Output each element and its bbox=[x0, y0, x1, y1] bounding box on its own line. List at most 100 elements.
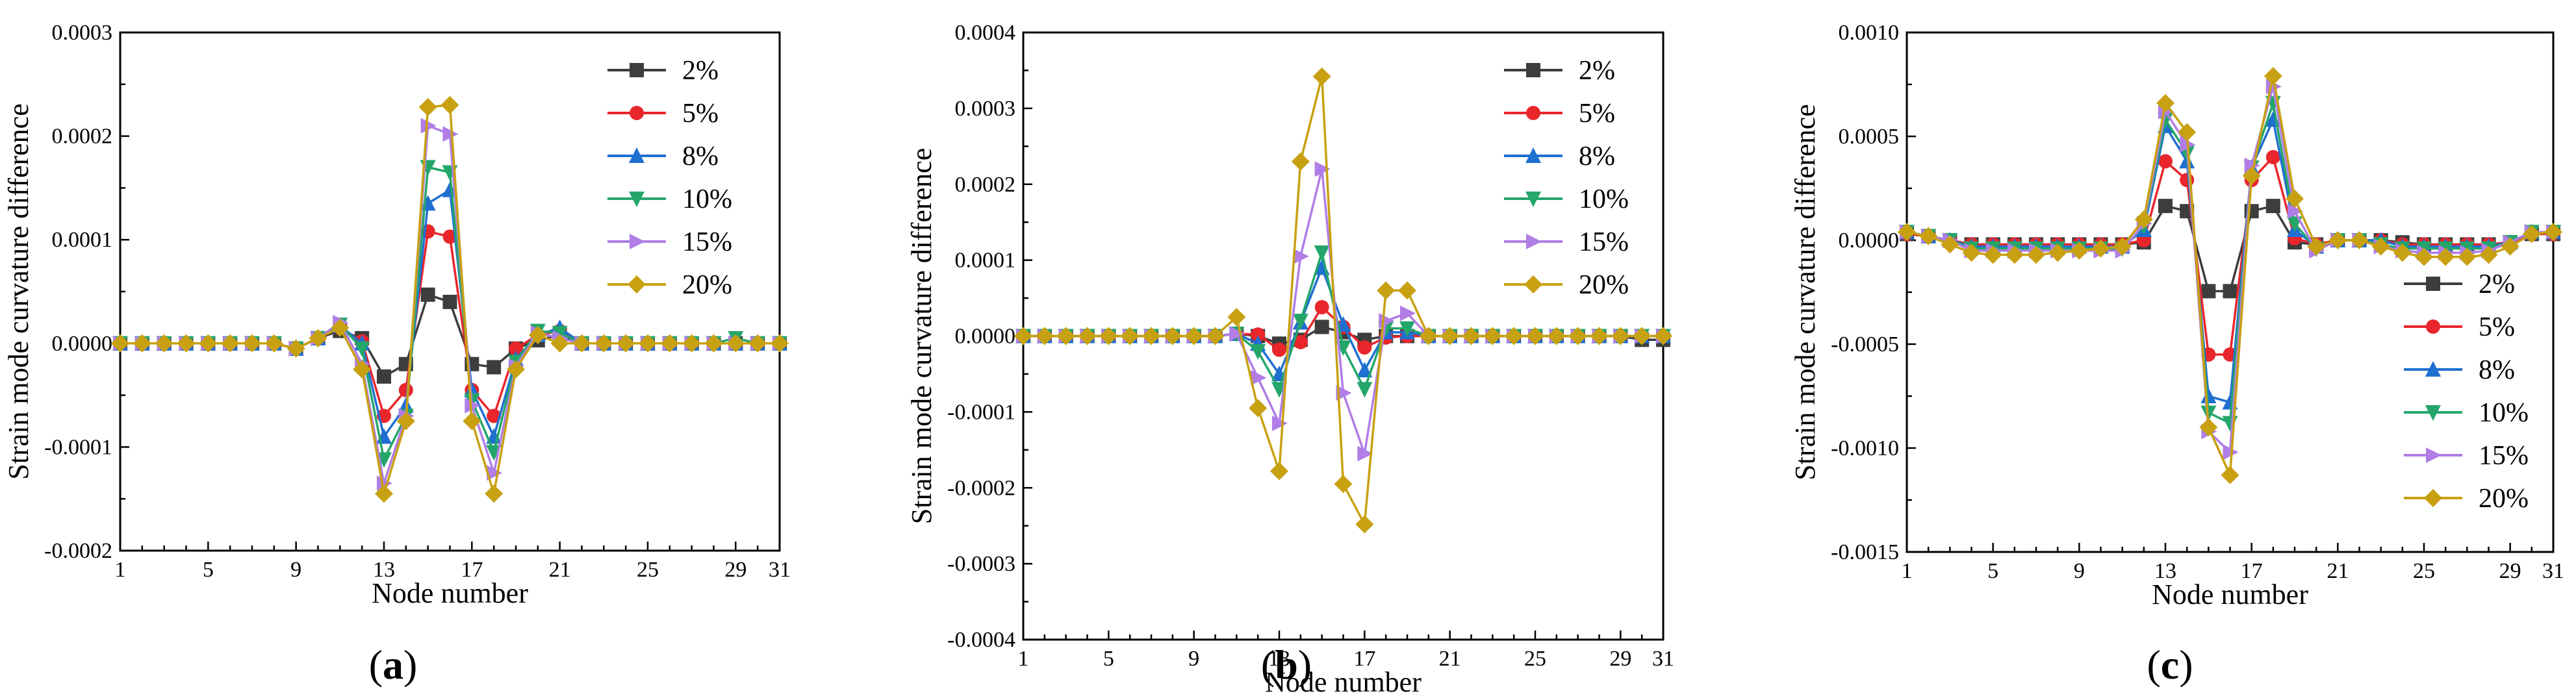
data-point bbox=[1250, 344, 1266, 360]
legend-label: 10% bbox=[1579, 184, 1629, 214]
y-tick-label: -0.0001 bbox=[44, 435, 112, 459]
data-point bbox=[1962, 244, 1981, 262]
x-tick-label: 25 bbox=[637, 558, 659, 582]
x-tick-label: 13 bbox=[1268, 647, 1290, 671]
data-point bbox=[2201, 284, 2216, 299]
data-point bbox=[442, 126, 459, 142]
data-point bbox=[1206, 327, 1225, 345]
series-line bbox=[120, 166, 780, 461]
legend-marker bbox=[2426, 319, 2440, 334]
data-point bbox=[1547, 327, 1566, 345]
data-point bbox=[1462, 327, 1481, 345]
legend-label: 15% bbox=[2479, 441, 2529, 471]
data-point bbox=[2134, 210, 2153, 229]
x-tick-label: 29 bbox=[2499, 559, 2521, 583]
x-tick-label: 31 bbox=[1652, 647, 1674, 671]
series-15pct bbox=[1016, 161, 1672, 462]
y-tick-label: 0.0002 bbox=[955, 173, 1016, 197]
data-point bbox=[420, 287, 435, 302]
y-tick-label: -0.0004 bbox=[947, 628, 1015, 652]
data-point bbox=[2264, 67, 2282, 86]
data-point bbox=[1142, 327, 1160, 345]
data-point bbox=[420, 118, 437, 134]
y-tick-label: 0.0001 bbox=[955, 249, 1016, 273]
data-point bbox=[1377, 281, 1396, 300]
y-axis-label: Strain mode curvature difference bbox=[3, 103, 34, 479]
series-8pct bbox=[1015, 259, 1671, 381]
data-point bbox=[440, 95, 459, 114]
legend-marker bbox=[1524, 275, 1542, 294]
data-point bbox=[354, 341, 370, 357]
data-point bbox=[1919, 227, 1938, 245]
series-line bbox=[120, 188, 780, 438]
data-point bbox=[507, 360, 525, 379]
data-point bbox=[2113, 237, 2132, 256]
data-point bbox=[133, 334, 151, 353]
data-point bbox=[243, 334, 261, 353]
x-tick-label: 29 bbox=[724, 558, 746, 582]
data-point bbox=[1483, 327, 1502, 345]
y-tick-label: -0.0001 bbox=[947, 400, 1015, 424]
data-point bbox=[221, 334, 240, 353]
legend-marker bbox=[2426, 277, 2440, 291]
series-10pct bbox=[1899, 95, 2561, 432]
data-point bbox=[2307, 237, 2326, 256]
y-tick-label: 0.0002 bbox=[52, 125, 113, 149]
y-tick-label: -0.0003 bbox=[947, 552, 1015, 576]
legend-label: 10% bbox=[2479, 398, 2529, 428]
legend-marker bbox=[2424, 489, 2442, 507]
series-20pct bbox=[111, 95, 789, 503]
legend-label: 8% bbox=[1579, 142, 1615, 171]
legend: 2% 5% 8% 10% 15% 20% bbox=[2404, 269, 2529, 514]
data-point bbox=[2091, 239, 2110, 258]
data-point bbox=[2458, 247, 2477, 266]
data-point bbox=[1272, 415, 1288, 431]
data-point bbox=[1314, 300, 1329, 315]
data-point bbox=[442, 229, 457, 244]
data-point bbox=[1163, 327, 1182, 345]
legend-marker bbox=[1526, 63, 1540, 77]
data-point bbox=[487, 408, 502, 423]
y-tick-label: -0.0005 bbox=[1831, 332, 1899, 356]
data-point bbox=[2265, 199, 2280, 214]
data-point bbox=[1314, 319, 1329, 334]
data-point bbox=[1633, 327, 1651, 345]
data-point bbox=[418, 97, 437, 116]
data-point bbox=[572, 334, 591, 353]
x-tick-label: 9 bbox=[1188, 647, 1199, 671]
data-point bbox=[2027, 245, 2045, 264]
data-point bbox=[1419, 327, 1438, 345]
y-axis-label: Strain mode curvature difference bbox=[906, 148, 937, 524]
y-tick-label: 0.0000 bbox=[52, 332, 113, 356]
data-point bbox=[1078, 327, 1097, 345]
data-point bbox=[396, 412, 415, 431]
x-tick-label: 1 bbox=[115, 558, 126, 582]
data-point bbox=[1505, 327, 1524, 345]
x-tick-label: 5 bbox=[203, 558, 214, 582]
data-point bbox=[1336, 385, 1352, 401]
panel-label: (c) bbox=[2147, 642, 2193, 688]
legend-label: 8% bbox=[2479, 355, 2515, 385]
x-tick-label: 25 bbox=[2413, 559, 2435, 583]
data-point bbox=[771, 334, 789, 353]
data-point bbox=[2501, 237, 2519, 256]
data-point bbox=[1249, 399, 1268, 418]
data-point bbox=[1035, 327, 1054, 345]
x-axis-label: Node number bbox=[372, 577, 528, 609]
data-point bbox=[2244, 157, 2260, 173]
legend-label: 8% bbox=[682, 142, 719, 171]
y-tick-label: 0.0003 bbox=[52, 21, 113, 45]
legend-marker bbox=[2425, 405, 2441, 421]
data-point bbox=[1357, 362, 1373, 378]
data-point bbox=[1251, 327, 1266, 342]
data-point bbox=[704, 334, 723, 353]
data-point bbox=[1251, 369, 1267, 386]
data-point bbox=[550, 334, 569, 353]
y-tick-label: 0.0010 bbox=[1839, 21, 1900, 45]
legend: 2% 5% 8% 10% 15% 20% bbox=[607, 56, 732, 300]
y-axis-label: Strain mode curvature difference bbox=[1789, 104, 1821, 480]
data-point bbox=[617, 334, 635, 353]
panel-label: (a) bbox=[369, 642, 418, 688]
x-tick-label: 17 bbox=[461, 558, 483, 582]
